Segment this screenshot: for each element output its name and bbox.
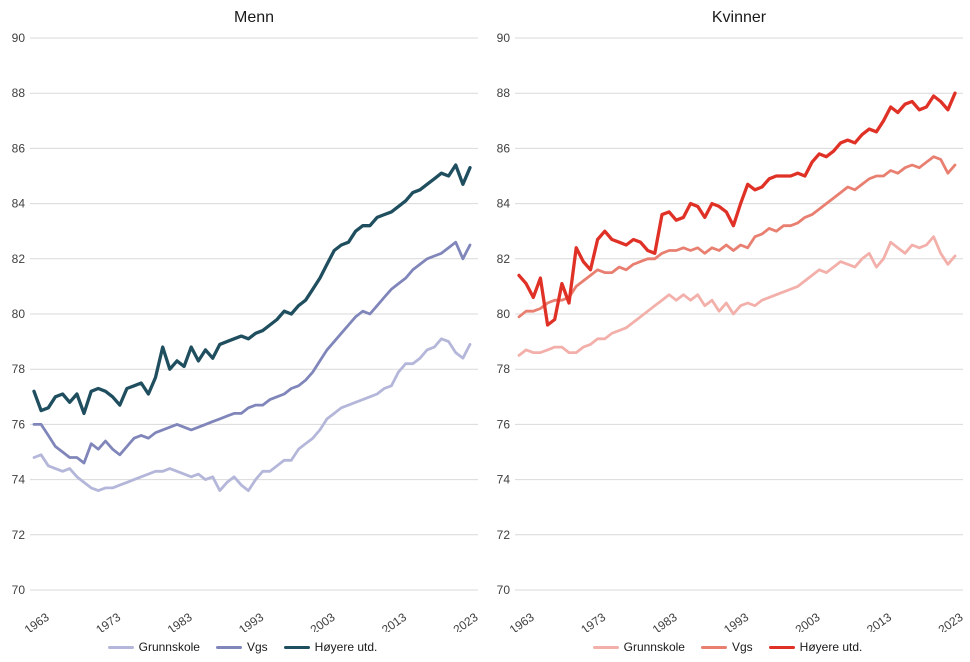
svg-text:80: 80 (497, 307, 511, 321)
svg-text:2013: 2013 (379, 610, 409, 632)
svg-text:1993: 1993 (236, 610, 266, 632)
svg-text:88: 88 (497, 86, 511, 100)
legend-item-grunnskole: Grunnskole (107, 640, 200, 654)
svg-text:84: 84 (12, 197, 26, 211)
svg-text:76: 76 (12, 417, 26, 431)
legend-line-vgs-icon (215, 645, 242, 649)
svg-text:88: 88 (12, 86, 26, 100)
svg-text:76: 76 (497, 417, 511, 431)
svg-text:74: 74 (12, 473, 26, 487)
legend-label-grunnskole: Grunnskole (623, 640, 685, 654)
legend-menn: Grunnskole Vgs Høyere utd. (0, 632, 485, 662)
svg-text:1973: 1973 (93, 610, 123, 632)
legend-item-vgs: Vgs (215, 640, 268, 654)
panel-kvinner: Kvinner 70 72 74 76 78 80 82 84 86 88 90 1963 1973 198… (485, 0, 970, 662)
legend-line-grunnskole-icon (592, 645, 619, 649)
svg-text:1993: 1993 (721, 610, 751, 632)
legend-line-grunnskole-icon (107, 645, 134, 649)
svg-text:90: 90 (497, 31, 511, 45)
legend-kvinner: Grunnskole Vgs Høyere utd. (485, 632, 970, 662)
svg-text:72: 72 (12, 528, 26, 542)
legend-label-hoyere-utd: Høyere utd. (314, 640, 378, 654)
svg-text:82: 82 (12, 252, 26, 266)
svg-text:70: 70 (497, 583, 511, 597)
chart-kvinner: Kvinner 70 72 74 76 78 80 82 84 86 88 90 1963 1973 198… (497, 9, 966, 632)
svg-text:86: 86 (497, 141, 511, 155)
svg-text:Menn: Menn (234, 9, 274, 26)
svg-text:72: 72 (497, 528, 511, 542)
svg-text:80: 80 (12, 307, 26, 321)
svg-text:78: 78 (497, 362, 511, 376)
legend-item-hoyere-utd: Høyere utd. (768, 640, 863, 654)
svg-text:2003: 2003 (793, 610, 823, 632)
svg-text:78: 78 (12, 362, 26, 376)
svg-text:Kvinner: Kvinner (712, 9, 767, 26)
svg-text:1963: 1963 (507, 610, 537, 632)
legend-line-vgs-icon (700, 645, 727, 649)
legend-item-vgs: Vgs (700, 640, 753, 654)
panel-menn: Menn 70 72 74 76 78 80 82 84 86 88 90 1963 1973 1983 19… (0, 9, 485, 662)
legend-label-vgs: Vgs (731, 640, 753, 654)
svg-text:2023: 2023 (451, 610, 481, 632)
svg-text:84: 84 (497, 197, 511, 211)
svg-text:1983: 1983 (650, 610, 680, 632)
chart-menn: Menn 70 72 74 76 78 80 82 84 86 88 90 1963 1973 1983 19… (12, 9, 481, 632)
svg-text:2003: 2003 (308, 610, 338, 632)
legend-line-hoyere-utd-icon (768, 645, 795, 649)
legend-item-grunnskole: Grunnskole (592, 640, 685, 654)
svg-text:1973: 1973 (578, 610, 608, 632)
svg-text:86: 86 (12, 141, 26, 155)
svg-text:90: 90 (12, 31, 26, 45)
svg-text:82: 82 (497, 252, 511, 266)
svg-text:1983: 1983 (165, 610, 195, 632)
legend-line-hoyere-utd-icon (283, 645, 310, 649)
svg-text:1963: 1963 (22, 610, 52, 632)
legend-label-grunnskole: Grunnskole (138, 640, 200, 654)
legend-label-vgs: Vgs (246, 640, 268, 654)
svg-text:2013: 2013 (864, 610, 894, 632)
legend-item-hoyere-utd: Høyere utd. (283, 640, 378, 654)
svg-text:2023: 2023 (936, 610, 966, 632)
svg-text:74: 74 (497, 473, 511, 487)
legend-label-hoyere-utd: Høyere utd. (799, 640, 863, 654)
svg-text:70: 70 (12, 583, 26, 597)
